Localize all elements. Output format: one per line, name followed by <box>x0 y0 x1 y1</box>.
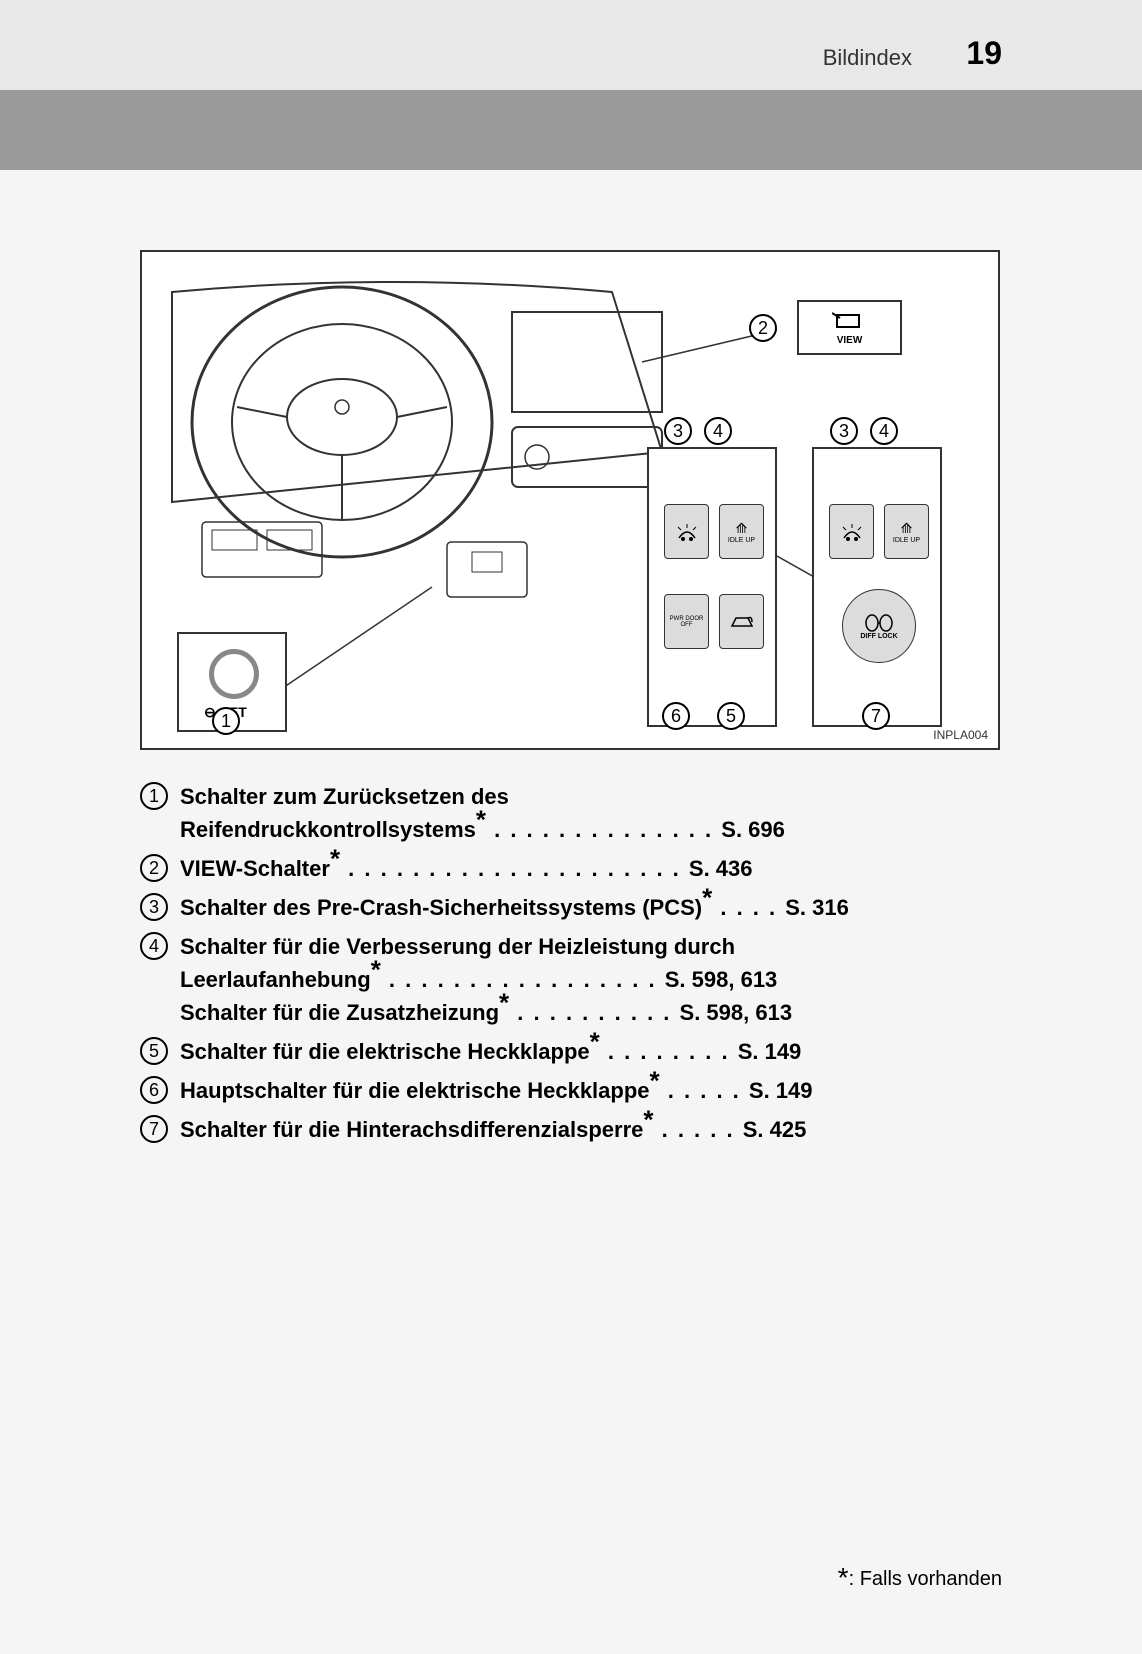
btn-diff-lock: DIFF LOCK <box>842 589 916 663</box>
panel-buttons-a: ⟰ IDLE UP PWR DOOR OFF <box>647 447 777 727</box>
callout-3a: 3 <box>664 417 692 445</box>
btn-idle-b: ⟰ IDLE UP <box>884 504 929 559</box>
panel-buttons-b: ⟰ IDLE UP DIFF LOCK <box>812 447 942 727</box>
callout-4b: 4 <box>870 417 898 445</box>
list-row: 1 Schalter zum Zurücksetzen desReifendruc… <box>140 780 1000 846</box>
list-row: 3 Schalter des Pre-Crash-Sicherheitssyste… <box>140 891 1000 924</box>
list-line: Hauptschalter für die elektrische Heckkl… <box>180 1074 1000 1107</box>
btn-pcs-b <box>829 504 874 559</box>
list-text: Schalter für die Hinterachsdifferenzials… <box>180 1113 1000 1146</box>
footnote-star: * <box>838 1562 849 1593</box>
section-label: Bildindex <box>823 45 912 71</box>
list-line: Schalter zum Zurücksetzen des <box>180 780 1000 813</box>
list-text: Schalter für die elektrische Heckklappe*… <box>180 1035 1000 1068</box>
list-line: Reifendruckkontrollsystems* . . . . . . … <box>180 813 1000 846</box>
page-number: 19 <box>966 35 1002 72</box>
view-text: VIEW <box>832 335 868 346</box>
btn-pcs <box>664 504 709 559</box>
list-line: Leerlaufanhebung* . . . . . . . . . . . … <box>180 963 1000 996</box>
diagram-code: INPLA004 <box>933 728 988 742</box>
list-line: VIEW-Schalter* . . . . . . . . . . . . .… <box>180 852 1000 885</box>
callout-7: 7 <box>862 702 890 730</box>
list-text: Schalter des Pre-Crash-Sicherheitssystem… <box>180 891 1000 924</box>
list-number: 2 <box>140 854 168 882</box>
list-row: 7 Schalter für die Hinterachsdifferenzial… <box>140 1113 1000 1146</box>
callout-6: 6 <box>662 702 690 730</box>
list-row: 5 Schalter für die elektrische Heckklappe… <box>140 1035 1000 1068</box>
btn-tailgate <box>719 594 764 649</box>
list-number: 3 <box>140 893 168 921</box>
list-text: VIEW-Schalter* . . . . . . . . . . . . .… <box>180 852 1000 885</box>
callout-4a: 4 <box>704 417 732 445</box>
btn-pwr-door: PWR DOOR OFF <box>664 594 709 649</box>
list-number: 1 <box>140 782 168 810</box>
list-line: Schalter des Pre-Crash-Sicherheitssystem… <box>180 891 1000 924</box>
footnote: *: Falls vorhanden <box>838 1562 1002 1594</box>
callout-3b: 3 <box>830 417 858 445</box>
list-line: Schalter für die Hinterachsdifferenzials… <box>180 1113 1000 1146</box>
callout-1: 1 <box>212 707 240 735</box>
footnote-text: : Falls vorhanden <box>849 1568 1002 1590</box>
list-line: Schalter für die Verbesserung der Heizle… <box>180 930 1000 963</box>
btn-idle: ⟰ IDLE UP <box>719 504 764 559</box>
list-row: 6 Hauptschalter für die elektrische Heckk… <box>140 1074 1000 1107</box>
panel-view: VIEW <box>797 300 902 355</box>
callout-5: 5 <box>717 702 745 730</box>
list-row: 4 Schalter für die Verbesserung der Heizl… <box>140 930 1000 1029</box>
list-text: Schalter für die Verbesserung der Heizle… <box>180 930 1000 1029</box>
list-text: Hauptschalter für die elektrische Heckkl… <box>180 1074 1000 1107</box>
dashboard-diagram: ⊖ SET 1 VIEW 2 ⟰ IDLE UP PWR DOOR OFF 3 … <box>140 250 1000 750</box>
set-dial <box>209 649 259 699</box>
list-number: 5 <box>140 1037 168 1065</box>
callout-2: 2 <box>749 314 777 342</box>
view-icon: VIEW <box>832 310 868 346</box>
list-line: Schalter für die elektrische Heckklappe*… <box>180 1035 1000 1068</box>
list-number: 6 <box>140 1076 168 1104</box>
page-header: Bildindex 19 <box>0 0 1142 90</box>
list-number: 7 <box>140 1115 168 1143</box>
gray-band <box>0 90 1142 170</box>
list-number: 4 <box>140 932 168 960</box>
list-text: Schalter zum Zurücksetzen desReifendruck… <box>180 780 1000 846</box>
list-line: Schalter für die Zusatzheizung* . . . . … <box>180 996 1000 1029</box>
index-list: 1 Schalter zum Zurücksetzen desReifendruc… <box>140 780 1000 1152</box>
list-row: 2 VIEW-Schalter* . . . . . . . . . . . . … <box>140 852 1000 885</box>
